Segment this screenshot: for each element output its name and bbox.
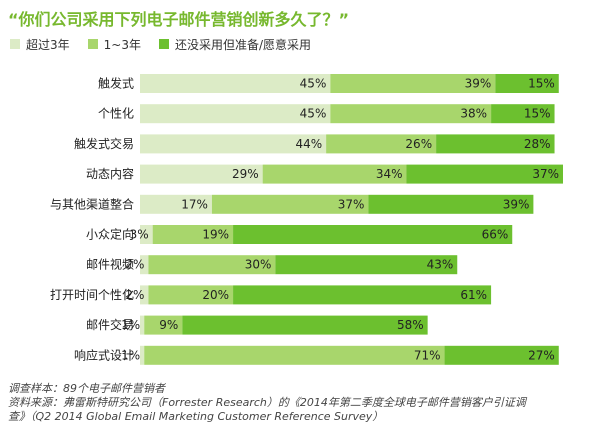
legend-item-over-3-years: 超过3年	[10, 36, 70, 53]
bar-segment	[330, 74, 496, 93]
source-note-line-1: 资料来源：弗雷斯特研究公司（Forrester Research）的《2014年…	[8, 396, 526, 409]
bar-segment	[326, 134, 437, 154]
bar-segment	[140, 255, 149, 275]
data-label: 43%	[427, 258, 454, 272]
data-label: 39%	[465, 77, 492, 91]
bar-segment	[491, 104, 555, 124]
data-label: 17%	[181, 197, 208, 211]
legend-label-over-3-years: 超过3年	[26, 37, 70, 52]
category-label: 个性化	[98, 107, 134, 121]
bar-segment	[211, 194, 369, 214]
data-label: 58%	[397, 318, 424, 332]
bar-segment	[182, 315, 428, 335]
data-label: 1%	[121, 318, 140, 332]
category-label: 邮件视频	[86, 257, 134, 272]
data-label: 3%	[130, 228, 149, 242]
bar-segment	[148, 285, 234, 305]
chart-notes: 调查样本：89个电子邮件营销者 资料来源：弗雷斯特研究公司（Forrester …	[8, 382, 598, 424]
data-label: 44%	[295, 137, 322, 151]
data-label: 27%	[528, 348, 555, 362]
legend-swatch-1-3-years	[87, 39, 98, 49]
data-label: 37%	[532, 167, 559, 181]
bar-segment	[330, 104, 492, 124]
source-note-line-2: 查》（Q2 2014 Global Email Marketing Custom…	[8, 410, 384, 423]
data-label: 26%	[405, 137, 432, 151]
bar-segment	[233, 285, 492, 305]
bar-segment	[148, 255, 276, 275]
legend: 超过3年 1~3年 还没采用但准备/愿意采用	[10, 36, 329, 52]
bar-segment	[262, 164, 407, 184]
category-label: 与其他渠道整合	[50, 196, 134, 211]
chart-title: “你们公司采用下列电子邮件营销创新多久了？”	[8, 10, 350, 29]
bar-segment	[233, 225, 513, 244]
bar-segment	[275, 255, 458, 275]
data-label: 28%	[524, 137, 551, 151]
data-label: 15%	[524, 107, 551, 121]
category-label: 打开时间个性化	[50, 288, 134, 302]
bar-segment	[140, 104, 331, 124]
data-label: 20%	[202, 288, 229, 302]
data-label: 45%	[300, 107, 327, 121]
data-label: 39%	[503, 197, 530, 211]
bar-segment	[152, 225, 234, 244]
bar-segment	[144, 315, 183, 335]
bar-segment	[140, 315, 145, 335]
data-label: 37%	[338, 197, 365, 211]
data-label: 71%	[414, 348, 441, 362]
data-label: 45%	[300, 77, 327, 91]
bar-segment	[406, 164, 563, 184]
bar-segment	[140, 74, 331, 93]
data-label: 2%	[125, 258, 144, 272]
sample-note: 调查样本：89个电子邮件营销者	[8, 382, 165, 395]
bar-segment	[436, 134, 555, 154]
data-label: 34%	[376, 167, 403, 181]
bar-segment	[140, 164, 263, 184]
data-label: 38%	[460, 107, 487, 121]
category-label: 邮件交易	[86, 317, 134, 332]
bar-segment	[140, 285, 149, 305]
data-label: 61%	[460, 288, 487, 302]
data-label: 30%	[245, 258, 272, 272]
category-label: 触发式交易	[74, 136, 134, 151]
data-label: 2%	[125, 288, 144, 302]
category-label: 动态内容	[86, 166, 134, 181]
legend-label-not-yet: 还没采用但准备/愿意采用	[174, 37, 312, 52]
bar-segment	[140, 225, 153, 244]
category-label: 小众定向	[86, 227, 134, 242]
bar-segment	[140, 345, 145, 365]
bar-segment	[140, 194, 212, 214]
data-label: 29%	[232, 167, 259, 181]
category-label: 触发式	[98, 76, 134, 91]
data-label: 1%	[121, 348, 140, 362]
bar-segment	[140, 134, 327, 154]
legend-item-not-yet: 还没采用但准备/愿意采用	[158, 36, 312, 53]
data-label: 19%	[202, 228, 229, 242]
data-label: 15%	[528, 77, 555, 91]
data-label: 9%	[159, 318, 178, 332]
legend-swatch-over-3-years	[10, 39, 20, 49]
legend-swatch-not-yet	[158, 39, 169, 49]
bar-segment	[144, 345, 445, 365]
category-label: 响应式设计	[74, 347, 134, 362]
bar-segment	[368, 194, 534, 214]
bar-segment	[495, 74, 559, 93]
legend-label-1-3-years: 1~3年	[103, 37, 141, 52]
legend-item-1-3-years: 1~3年	[87, 36, 141, 53]
data-label: 66%	[482, 228, 509, 242]
bar-segment	[444, 345, 559, 365]
